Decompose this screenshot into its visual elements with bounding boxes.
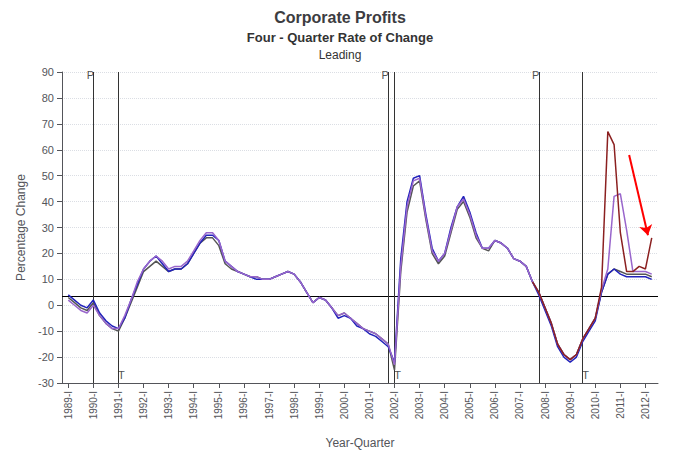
svg-text:30: 30: [42, 222, 54, 234]
svg-text:-10: -10: [38, 325, 54, 337]
svg-text:T: T: [394, 369, 401, 381]
svg-text:2001-I: 2001-I: [364, 391, 375, 419]
svg-text:Year-Quarter: Year-Quarter: [326, 436, 395, 450]
svg-text:1994-I: 1994-I: [188, 391, 199, 419]
svg-text:1993-I: 1993-I: [163, 391, 174, 419]
svg-text:1997-I: 1997-I: [264, 391, 275, 419]
svg-text:P: P: [382, 69, 389, 81]
svg-text:1990-I: 1990-I: [88, 391, 99, 419]
svg-text:Corporate Profits: Corporate Profits: [274, 9, 406, 26]
svg-text:2011-I: 2011-I: [615, 391, 626, 419]
svg-text:T: T: [582, 369, 589, 381]
svg-text:20: 20: [42, 247, 54, 259]
svg-text:2010-I: 2010-I: [590, 391, 601, 419]
svg-text:1995-I: 1995-I: [213, 391, 224, 419]
svg-text:P: P: [532, 69, 539, 81]
svg-text:1999-I: 1999-I: [314, 391, 325, 419]
svg-text:Percentage Change: Percentage Change: [14, 174, 28, 281]
svg-text:1992-I: 1992-I: [138, 391, 149, 419]
svg-text:2002-I: 2002-I: [389, 391, 400, 419]
svg-text:T: T: [118, 369, 125, 381]
svg-text:40: 40: [42, 196, 54, 208]
svg-text:2003-I: 2003-I: [414, 391, 425, 419]
svg-text:80: 80: [42, 92, 54, 104]
svg-text:Leading: Leading: [319, 48, 362, 62]
svg-text:P: P: [87, 69, 94, 81]
svg-text:2006-I: 2006-I: [489, 391, 500, 419]
svg-text:10: 10: [42, 273, 54, 285]
svg-text:60: 60: [42, 144, 54, 156]
svg-text:1989-I: 1989-I: [63, 391, 74, 419]
svg-text:Four - Quarter Rate of Change: Four - Quarter Rate of Change: [247, 30, 433, 45]
svg-text:2005-I: 2005-I: [464, 391, 475, 419]
svg-text:1996-I: 1996-I: [238, 391, 249, 419]
svg-text:2007-I: 2007-I: [514, 391, 525, 419]
svg-text:70: 70: [42, 118, 54, 130]
svg-text:2008-I: 2008-I: [540, 391, 551, 419]
svg-text:1998-I: 1998-I: [289, 391, 300, 419]
svg-text:-30: -30: [38, 377, 54, 389]
svg-text:90: 90: [42, 66, 54, 78]
svg-text:1991-I: 1991-I: [113, 391, 124, 419]
svg-text:2004-I: 2004-I: [439, 391, 450, 419]
svg-text:2012-I: 2012-I: [640, 391, 651, 419]
svg-text:2000-I: 2000-I: [339, 391, 350, 419]
svg-text:2009-I: 2009-I: [565, 391, 576, 419]
svg-text:50: 50: [42, 170, 54, 182]
svg-text:-20: -20: [38, 351, 54, 363]
svg-text:0: 0: [48, 299, 54, 311]
